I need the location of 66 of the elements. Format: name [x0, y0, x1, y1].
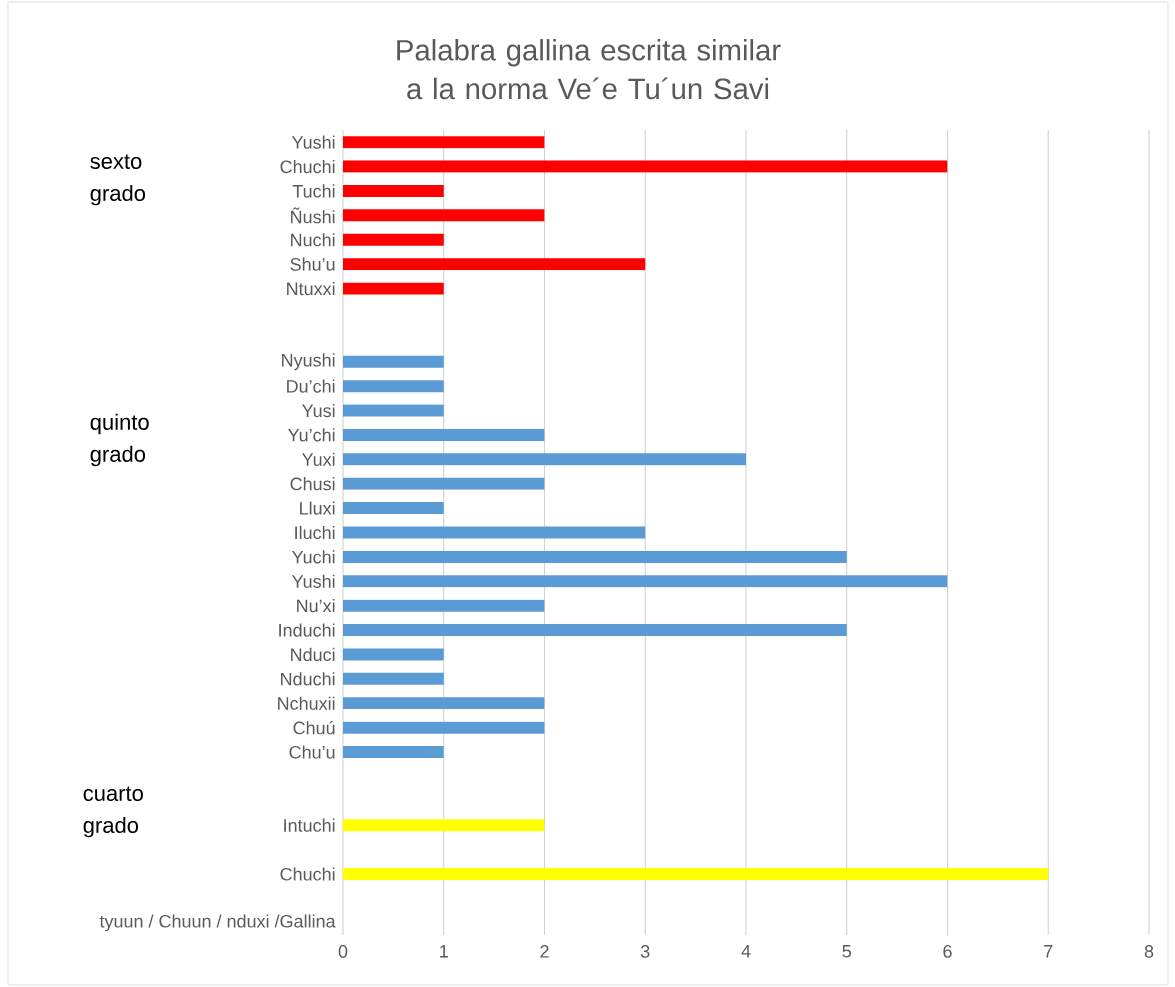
- text: cuarto grado: [83, 786, 143, 838]
- bar: [343, 258, 646, 271]
- bar: [343, 550, 847, 563]
- y-tick-label: Nuchi: [291, 233, 335, 247]
- y-tick-label: Chuchi: [280, 159, 335, 174]
- y-tick-label: Chuchi: [280, 867, 335, 881]
- bar: [343, 502, 444, 515]
- y-tick-label: Chuú: [293, 720, 335, 735]
- bar: [343, 209, 545, 222]
- y-tick-label: Intuchi: [284, 818, 335, 832]
- y-tick-label: Induchi: [279, 623, 335, 637]
- bar: [343, 819, 545, 832]
- y-tick-label: Chu’u: [289, 745, 335, 759]
- bar: [343, 697, 545, 710]
- y-tick-label: Du’chi: [287, 379, 335, 393]
- bar: [343, 526, 646, 539]
- y-tick-label: Ñushi: [291, 207, 335, 224]
- x-tick-label: 7: [1044, 945, 1053, 958]
- y-tick-label: Iluchi: [295, 525, 335, 540]
- x-tick-label: 0: [338, 945, 348, 958]
- y-tick-label: tyuun / Chuun / nduxi /Gallina: [99, 914, 336, 932]
- bar: [343, 404, 444, 417]
- bar: [343, 233, 444, 246]
- y-tick-label: Nu’xi: [297, 599, 335, 613]
- bar: [343, 453, 746, 466]
- x-tick-label: 2: [540, 945, 549, 958]
- x-tick-label: 5: [842, 945, 852, 958]
- y-tick-label: Tuchi: [292, 184, 335, 198]
- bar: [343, 282, 444, 295]
- bar: [343, 721, 545, 734]
- bar: [343, 624, 847, 637]
- text: sexto grado: [90, 154, 146, 206]
- y-tick-label: Lluxi: [300, 501, 335, 515]
- bar: [343, 599, 545, 612]
- y-tick-label: Shu’u: [290, 257, 335, 271]
- text: quinto grado: [90, 413, 149, 467]
- bar: [343, 136, 545, 149]
- bar: [343, 868, 1049, 881]
- x-tick-label: 8: [1144, 945, 1154, 958]
- x-tick-label: 4: [741, 945, 751, 958]
- x-tick-label: 3: [640, 945, 650, 958]
- y-tick-label: Yuchi: [291, 550, 335, 564]
- y-tick-label: Nduci: [291, 647, 335, 662]
- y-tick-label: Nduchi: [281, 672, 335, 686]
- y-tick-label: Ntuxxi: [287, 281, 335, 296]
- y-tick-label: Yuxi: [302, 452, 335, 466]
- y-tick-label: Yushi: [291, 135, 335, 149]
- bar: [343, 477, 545, 490]
- bar: [343, 648, 444, 661]
- bar: [343, 746, 444, 759]
- y-tick-label: Nyushi: [282, 353, 335, 371]
- x-tick-label: 6: [943, 945, 952, 958]
- bar: [343, 184, 444, 197]
- bar: [343, 160, 948, 173]
- y-tick-label: Yusi: [302, 403, 335, 418]
- bar: [343, 428, 545, 441]
- y-tick-label: Chusi: [290, 477, 335, 491]
- bar: [343, 380, 444, 393]
- y-tick-label: Yushi: [291, 574, 335, 588]
- y-tick-label: Nchuxii: [278, 696, 335, 710]
- bar: [343, 575, 948, 588]
- x-tick-label: 1: [440, 945, 448, 958]
- bar: [343, 355, 444, 368]
- chart-title: Palabra gallina escrita similar a la norma Ve´e Tu´un Savi: [397, 39, 781, 100]
- bar: [343, 672, 444, 685]
- y-tick-label: Yu’chi: [287, 428, 335, 442]
